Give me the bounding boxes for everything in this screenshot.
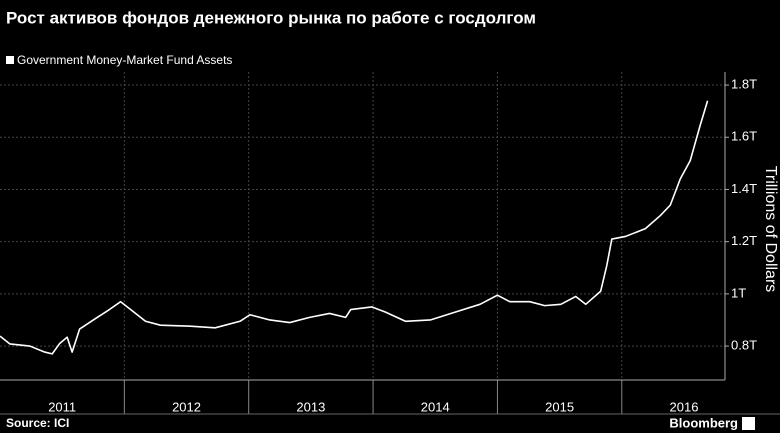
x-tick-label: 2011 — [48, 399, 76, 414]
legend-swatch — [6, 56, 14, 64]
source: Source: ICI — [6, 416, 69, 430]
brand-icon — [742, 417, 755, 430]
legend-label: Government Money-Market Fund Assets — [17, 53, 232, 67]
y-axis-title: Trillions of Dollars — [762, 166, 779, 293]
y-tick-label: 1T — [731, 285, 746, 300]
x-tick-label: 2012 — [172, 399, 201, 414]
chart-title: Рост активов фондов денежного рынка по р… — [6, 8, 536, 27]
series-line — [0, 100, 709, 355]
y-tick-label: 1.2T — [731, 233, 757, 248]
y-tick-label: 1.6T — [731, 129, 757, 144]
x-tick-label: 2016 — [670, 399, 699, 414]
x-tick-label: 2013 — [296, 399, 325, 414]
y-tick-label: 1.4T — [731, 181, 757, 196]
x-tick-label: 2015 — [545, 399, 574, 414]
y-tick-label: 0.8T — [731, 338, 757, 353]
brand: Bloomberg — [669, 415, 738, 430]
y-tick-label: 1.8T — [731, 76, 757, 91]
x-tick-label: 2014 — [421, 399, 450, 414]
